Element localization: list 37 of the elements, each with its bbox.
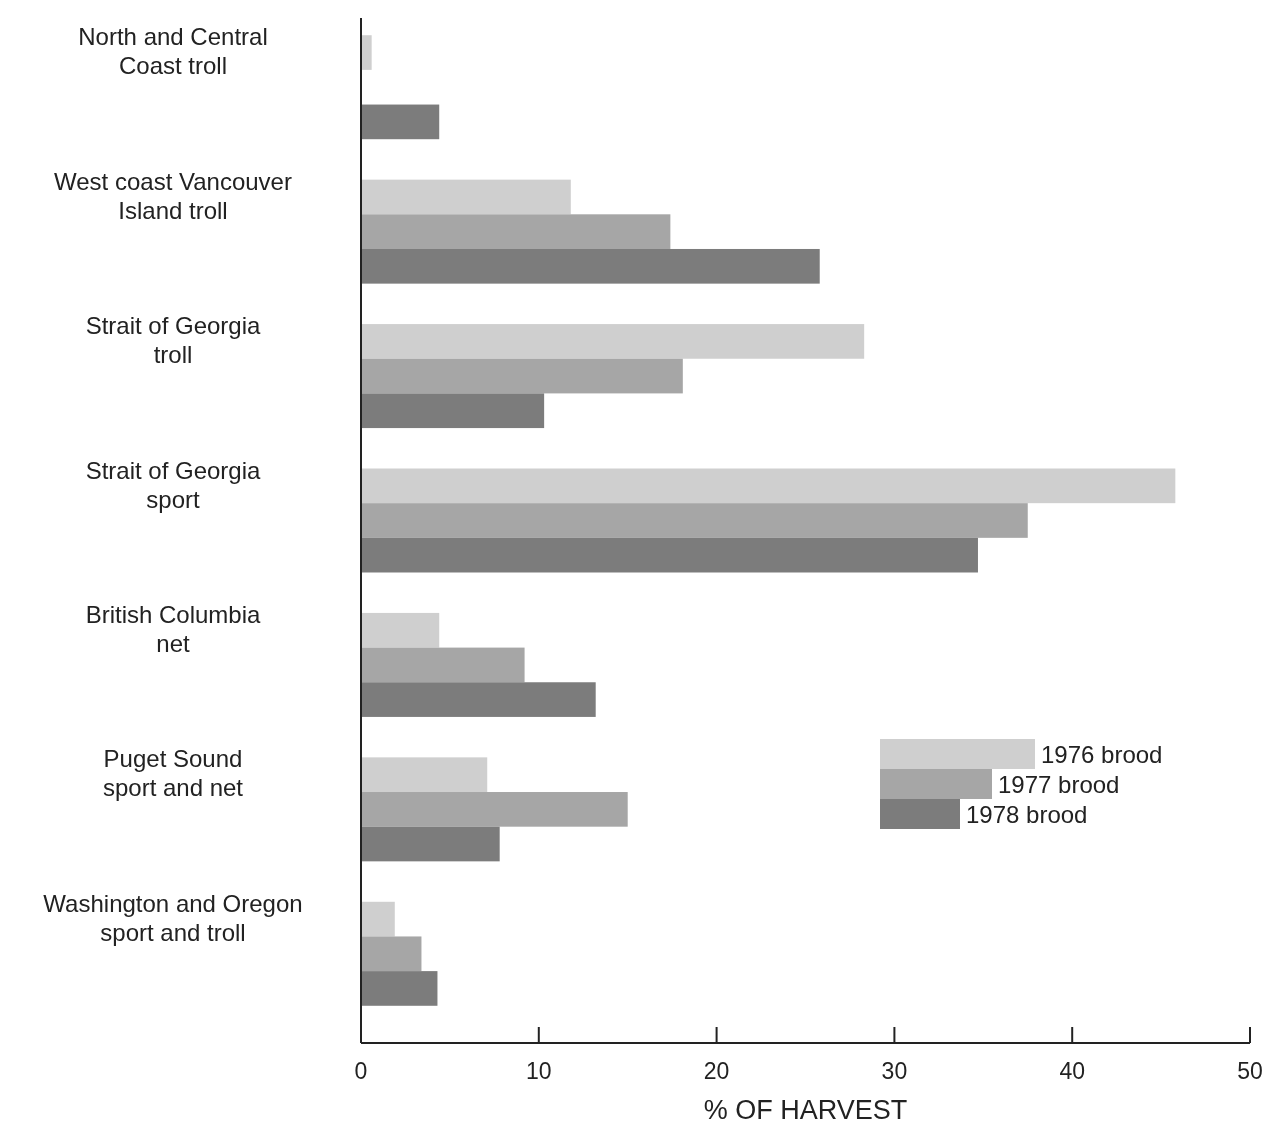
y-tick-label: West coast Vancouver Island troll: [54, 167, 292, 224]
bar: [361, 214, 671, 249]
legend-label: 1977 brood: [998, 771, 1120, 798]
x-tick-label: 50: [1237, 1058, 1263, 1084]
bar: [361, 503, 1028, 538]
bar: [361, 792, 628, 827]
bar: [361, 901, 395, 937]
x-tick-label: 40: [1059, 1058, 1085, 1084]
text: 1976 brood: [1041, 741, 1163, 768]
x-tick-label: 30: [881, 1058, 908, 1084]
bar: [361, 104, 440, 140]
y-tick-label: British Columbia net: [85, 600, 262, 657]
bar: [361, 757, 488, 793]
bar: [361, 324, 865, 359]
legend-label: 1978 brood: [966, 801, 1088, 828]
y-tick-label: Strait of Georgia troll: [85, 312, 262, 369]
bar: [361, 826, 500, 862]
y-tick-label: Puget Sound sport and net: [102, 745, 244, 802]
bar: [361, 612, 440, 648]
x-tick-label: 20: [703, 1058, 730, 1084]
x-axis-title: % OF HARVEST: [703, 1095, 908, 1125]
bar: [361, 682, 596, 717]
bar: [361, 35, 372, 70]
bar: [361, 936, 422, 972]
bar: [361, 179, 571, 215]
x-tick-label: 10: [526, 1058, 552, 1084]
bar: [361, 248, 820, 284]
bar: [361, 537, 978, 573]
bar: [361, 971, 438, 1006]
bar: [361, 468, 1176, 504]
y-tick-label: Strait of Georgia sport: [85, 456, 262, 513]
bar: [361, 358, 683, 394]
bar: [361, 647, 525, 683]
bar: [361, 393, 545, 429]
y-tick-label: North and Central Coast troll: [78, 23, 268, 80]
x-tick-label: 0: [354, 1058, 368, 1084]
y-tick-label: Washington and Oregon sport and troll: [43, 889, 303, 946]
